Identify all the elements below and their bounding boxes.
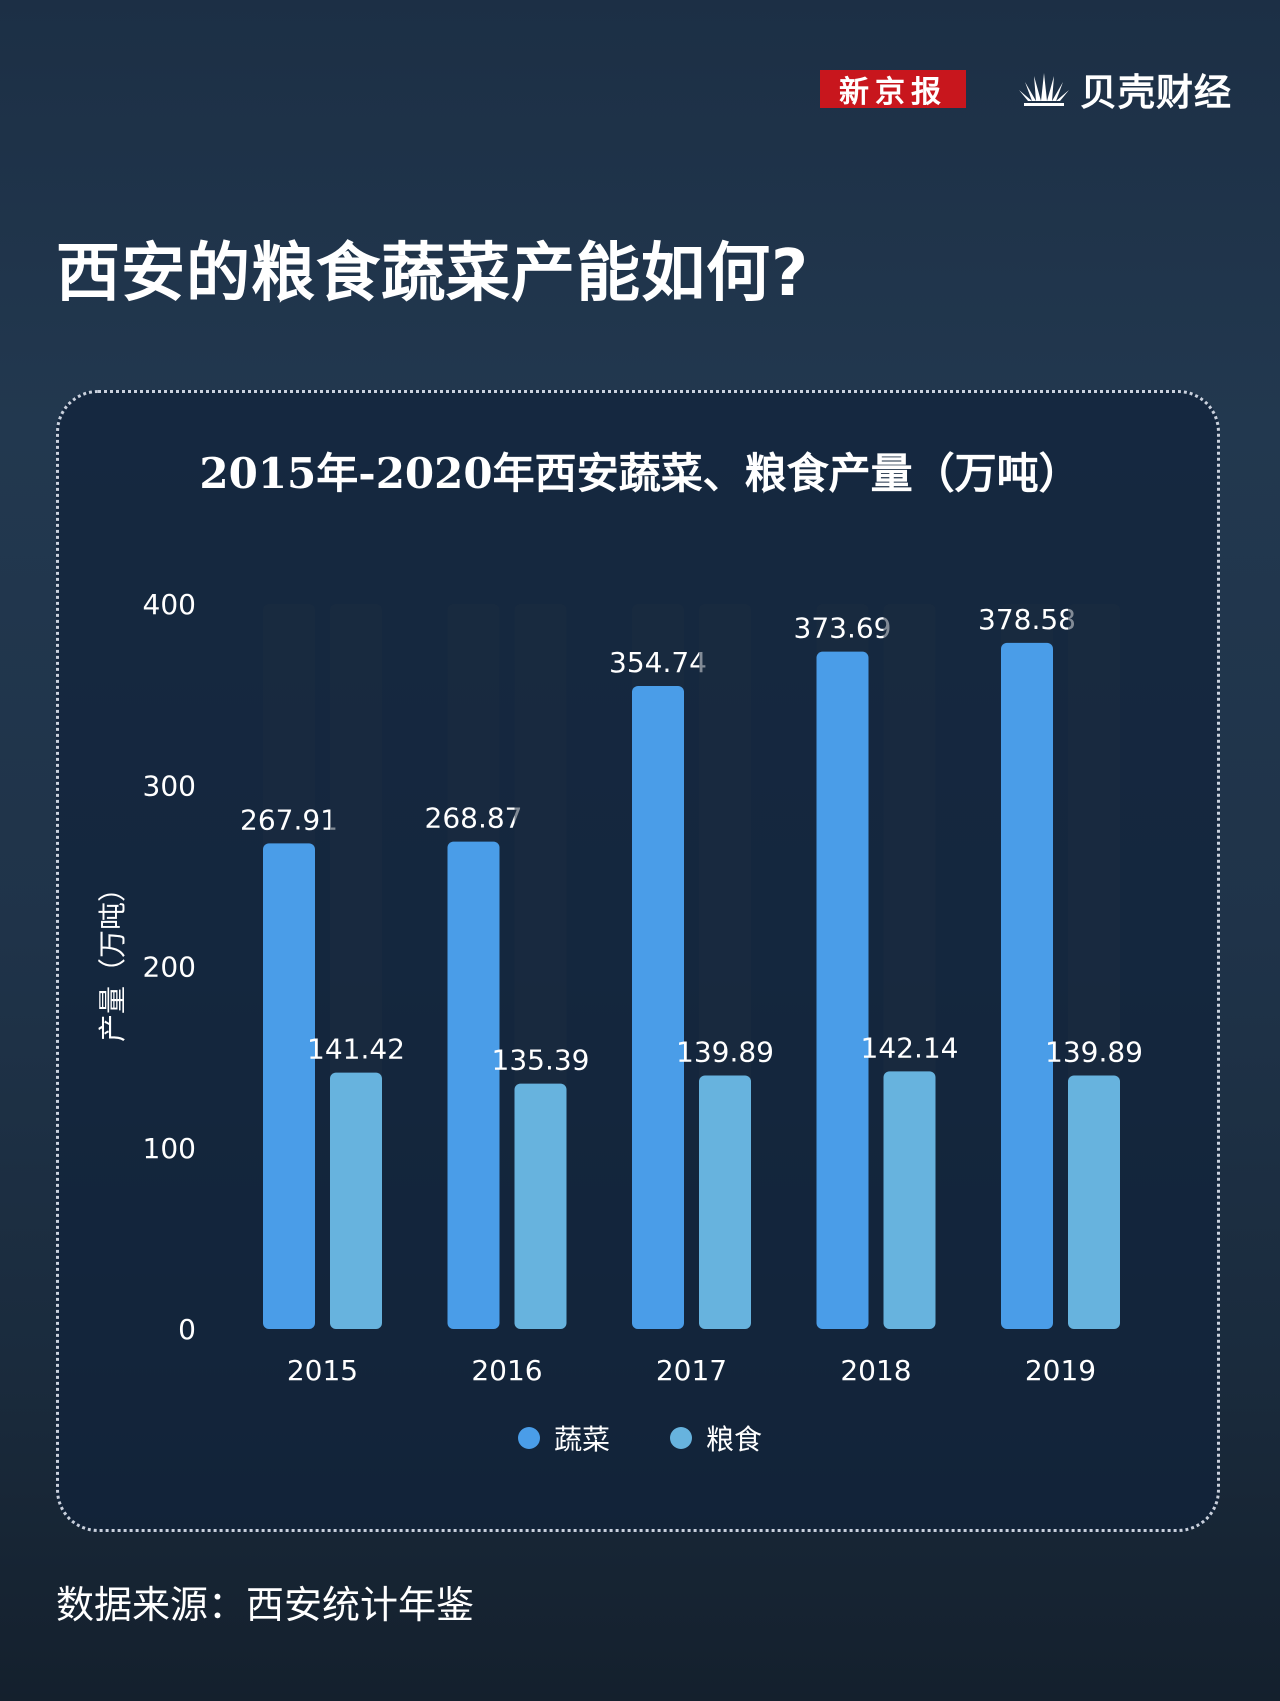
- legend-label-vegetables: 蔬菜: [553, 1423, 610, 1456]
- data-label-grain: 139.89: [676, 1035, 774, 1068]
- data-label-grain: 141.42: [307, 1033, 405, 1066]
- y-tick-label: 100: [143, 1132, 196, 1165]
- legend-dot-grain: [670, 1427, 692, 1449]
- data-label-grain: 142.14: [861, 1031, 959, 1064]
- xinjingbao-logo-text: 新京报: [839, 75, 947, 110]
- bar-grain: [330, 1072, 382, 1329]
- data-label-vegetables: 354.74: [609, 646, 707, 679]
- bar-grain: [514, 1083, 567, 1329]
- y-tick-label: 400: [143, 588, 196, 621]
- beike-caijing-logo-text: 贝壳财经: [1080, 71, 1232, 114]
- x-tick-label: 2015: [287, 1354, 358, 1387]
- data-label-vegetables: 373.69: [794, 612, 892, 645]
- bar-vegetables: [263, 843, 315, 1329]
- x-tick-label: 2016: [471, 1354, 542, 1387]
- legend-label-grain: 粮食: [706, 1423, 763, 1456]
- y-tick-label: 0: [178, 1313, 196, 1346]
- data-source: 数据来源：西安统计年鉴: [56, 1583, 475, 1627]
- bar-grain: [883, 1071, 936, 1329]
- data-label-vegetables: 267.91: [240, 803, 338, 836]
- bar-vegetables: [1001, 642, 1053, 1329]
- bar-grain: [1068, 1075, 1120, 1329]
- chart-title: 2015年-2020年西安蔬菜、粮食产量（万吨）: [199, 449, 1081, 498]
- data-label-grain: 139.89: [1045, 1035, 1143, 1068]
- x-tick-label: 2019: [1025, 1354, 1096, 1387]
- legend-item-vegetables: 蔬菜: [517, 1418, 610, 1458]
- data-label-vegetables: 268.87: [425, 802, 523, 835]
- bar-grain: [699, 1075, 751, 1329]
- y-tick-label: 300: [143, 769, 196, 802]
- legend-dot-vegetables: [517, 1427, 540, 1449]
- y-axis-label: 产量（万吨）: [96, 874, 129, 1042]
- legend-item-grain: 粮食: [670, 1418, 762, 1458]
- page-title: 西安的粮食蔬菜产能如何?: [56, 237, 810, 311]
- shell-icon: [1019, 73, 1069, 106]
- bar-vegetables: [632, 686, 684, 1329]
- data-label-grain: 135.39: [492, 1044, 590, 1077]
- x-tick-label: 2018: [840, 1354, 911, 1387]
- chart-legend: 蔬菜 粮食: [0, 1418, 1280, 1458]
- bar-vegetables: [447, 841, 500, 1329]
- beike-caijing-logo: 贝壳财经: [1016, 62, 1232, 116]
- bar-vegetables: [816, 651, 869, 1329]
- data-label-vegetables: 378.58: [978, 603, 1076, 636]
- x-tick-label: 2017: [656, 1354, 727, 1387]
- y-tick-label: 200: [143, 951, 196, 984]
- xinjingbao-logo: 新京报: [820, 70, 966, 110]
